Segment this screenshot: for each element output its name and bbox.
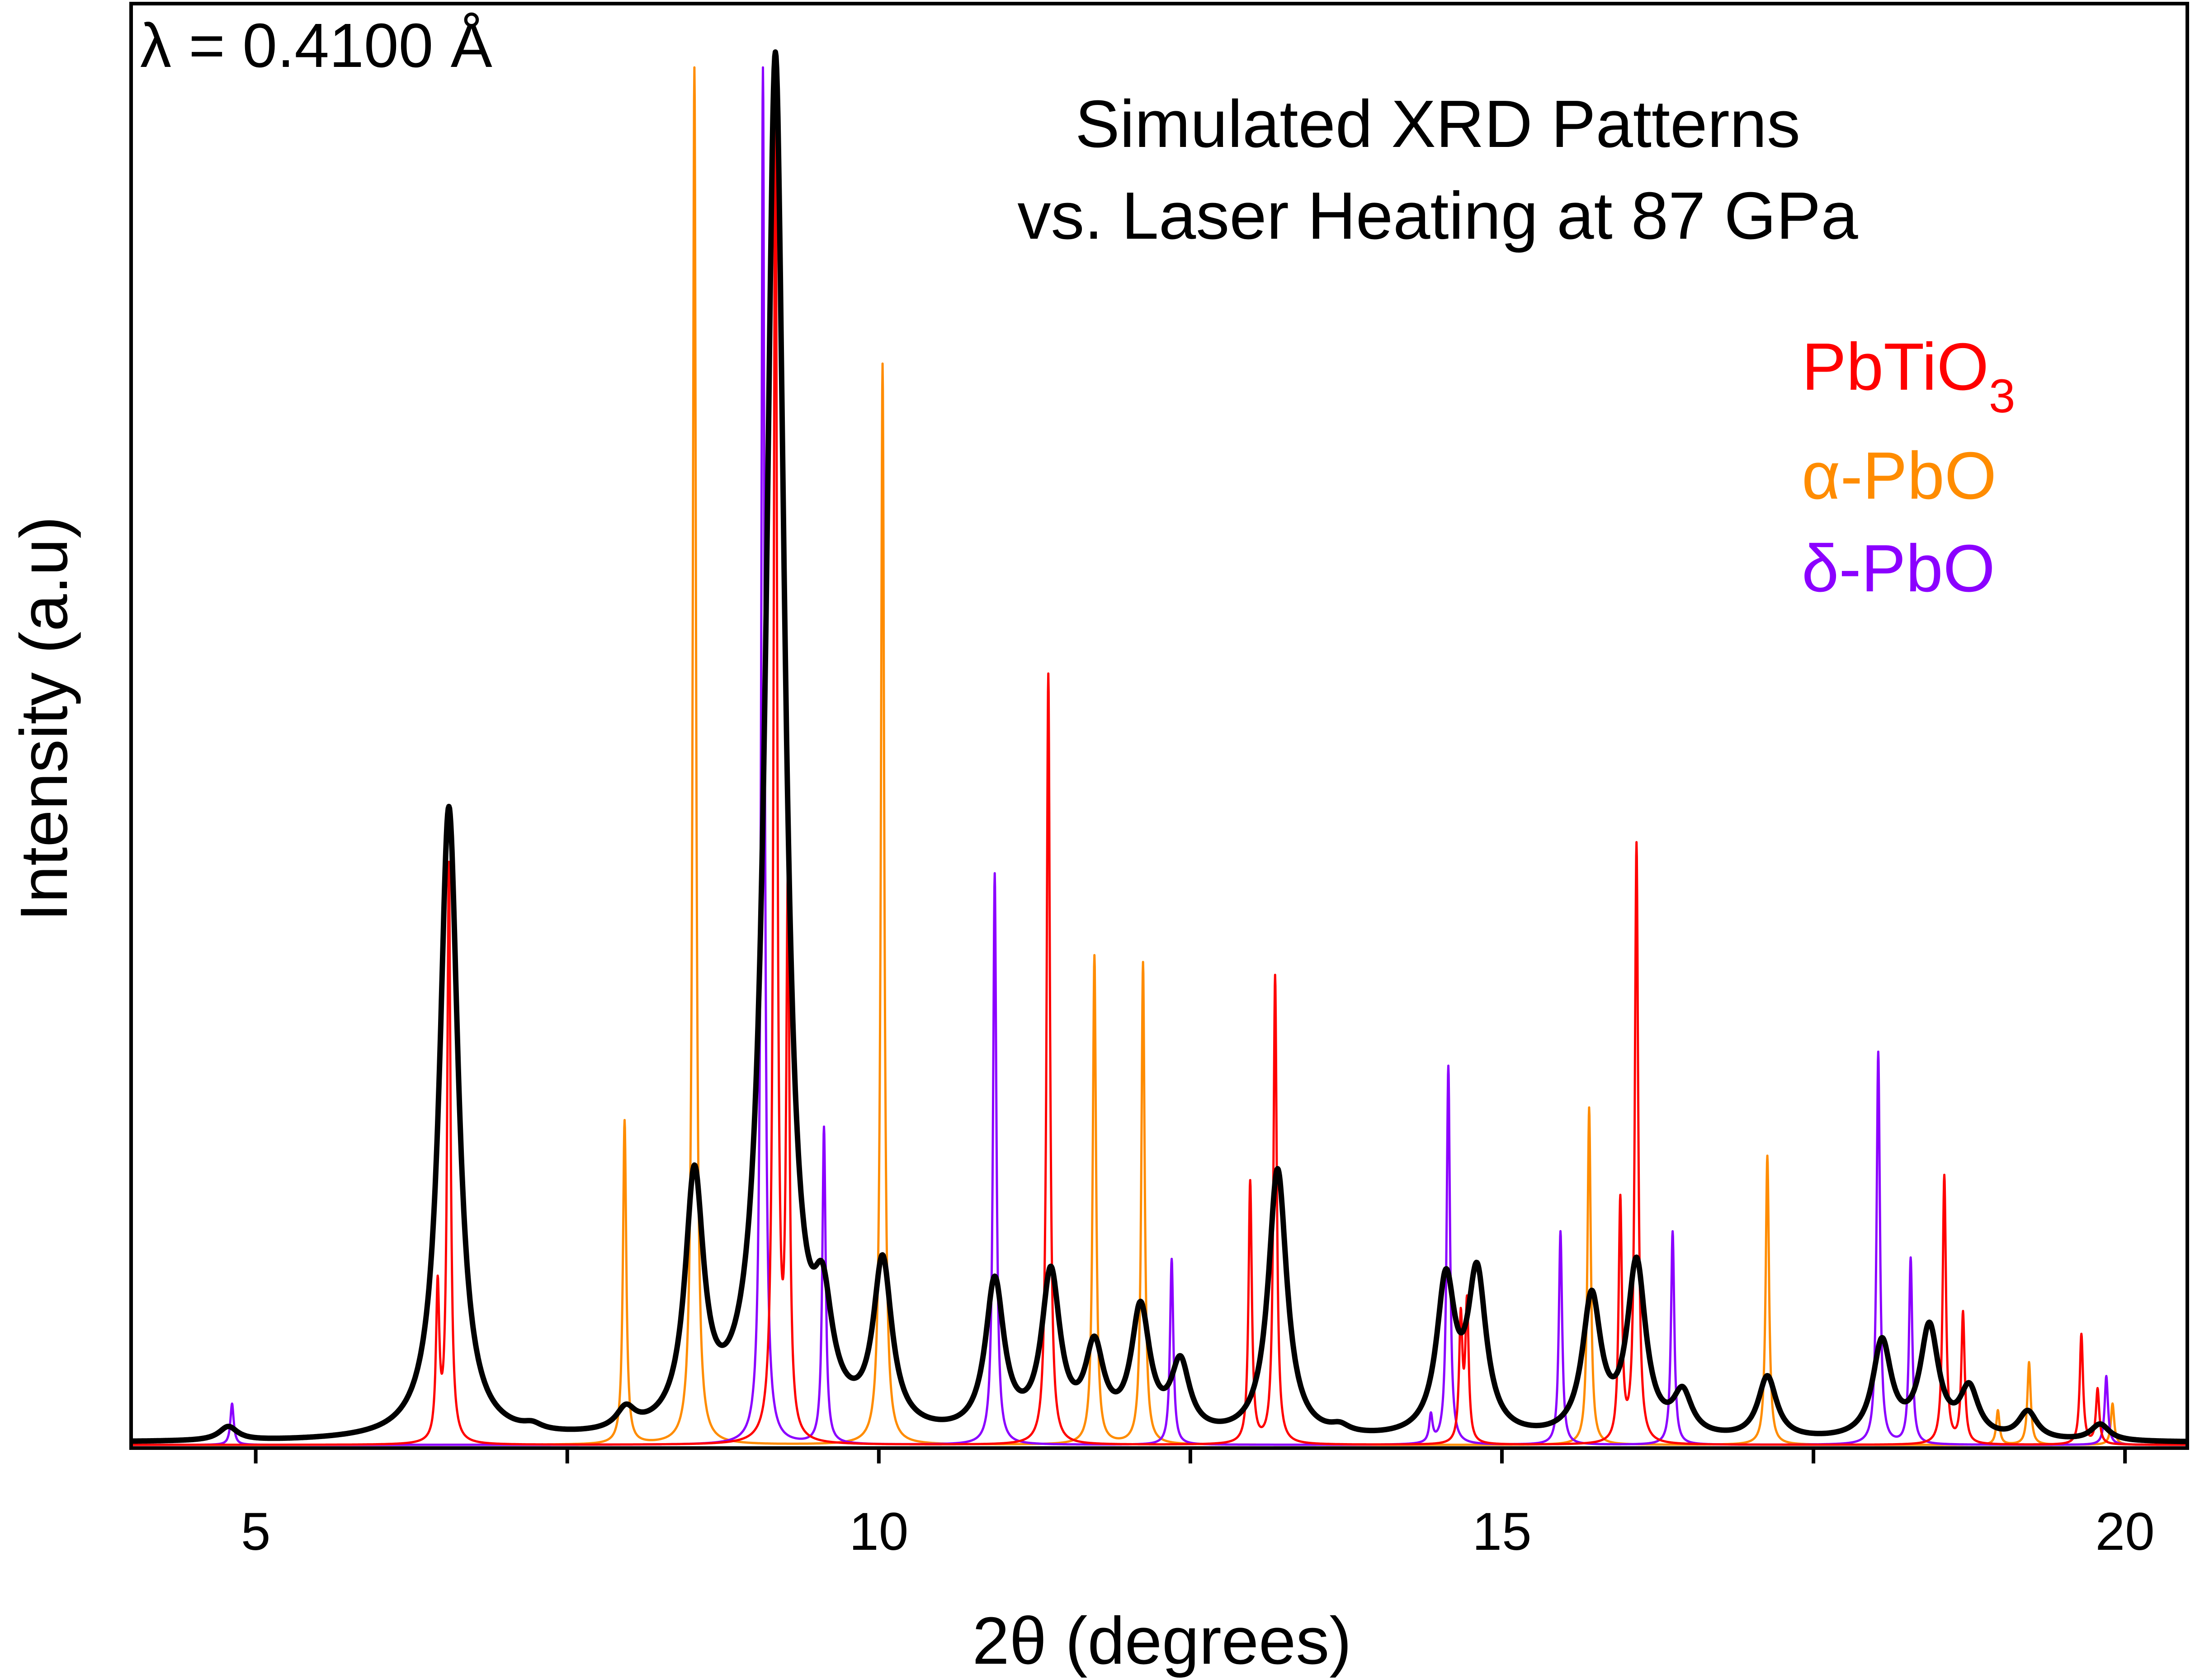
series-line-pbo — [130, 66, 2188, 1446]
legend-entry-pbtio3: PbTiO3 — [1802, 330, 2015, 423]
legend-entry-delta-pbo: δ-PbO — [1802, 531, 1995, 606]
legend-entry-alpha-pbo: α-PbO — [1802, 439, 1997, 513]
x-tick-label-15: 15 — [1472, 1502, 1531, 1562]
series-line-black-pattern — [129, 49, 2190, 1444]
chart-title-line-2: vs. Laser Heating at 87 GPa — [1017, 179, 1858, 253]
x-tick-label-10: 10 — [849, 1502, 908, 1562]
y-axis-label: Intensity (a.u) — [7, 516, 81, 922]
chart-title-line-1: Simulated XRD Patterns — [1075, 87, 1800, 161]
x-axis-label: 2θ (degrees) — [972, 1604, 1351, 1678]
wavelength-label: λ = 0.4100 Å — [140, 11, 492, 80]
chart-legend: PbTiO3 α-PbO δ-PbO — [1802, 330, 2015, 606]
plot-frame — [129, 2, 2189, 1450]
legend-entry-pbtio3-subscript: 3 — [1989, 370, 2015, 423]
series-line-pbtio3 — [130, 53, 2188, 1446]
x-tick-label-5: 5 — [241, 1502, 271, 1562]
x-axis-ticks: 5 10 15 20 — [241, 1448, 2155, 1562]
legend-entry-pbtio3-base: PbTiO — [1802, 330, 1989, 404]
x-tick-label-20: 20 — [2096, 1502, 2155, 1562]
series-layer — [129, 49, 2190, 1446]
